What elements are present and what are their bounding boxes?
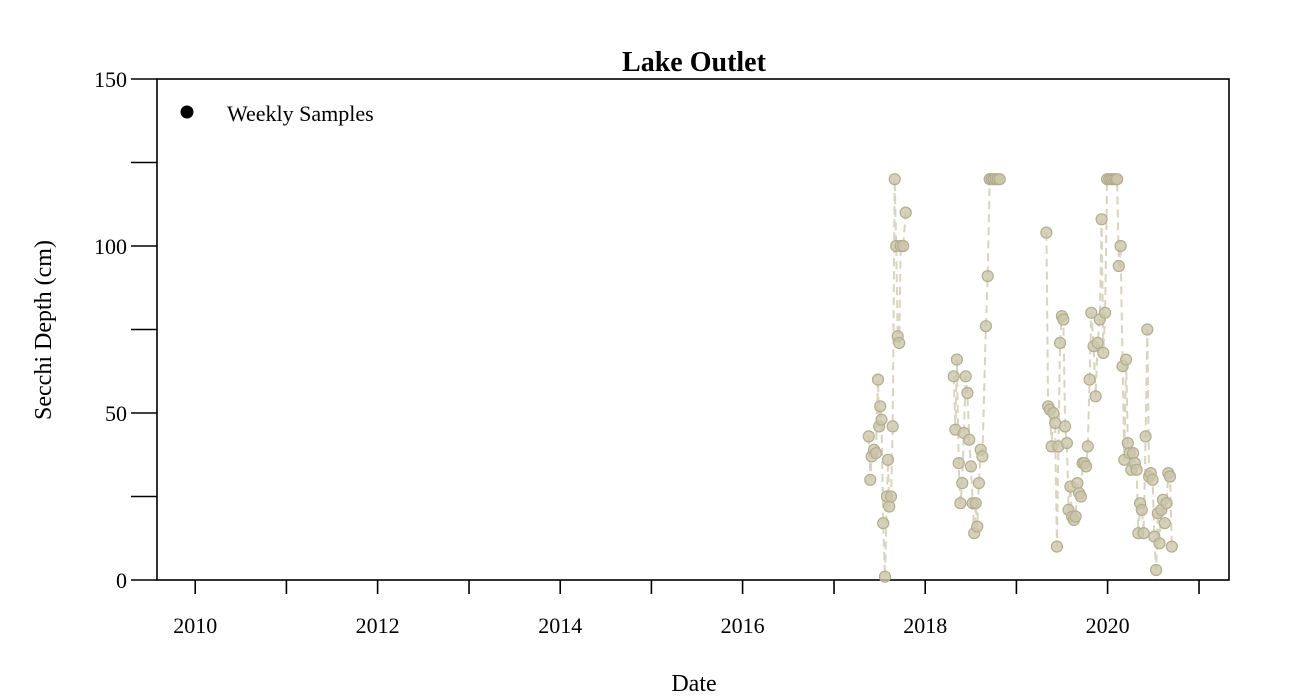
data-point (1126, 447, 1140, 460)
data-point (899, 206, 912, 219)
data-point (1110, 173, 1124, 186)
x-tick-label: 2010 (173, 613, 217, 638)
data-point (1098, 306, 1112, 319)
data-point (886, 420, 899, 433)
data-point (1069, 510, 1082, 523)
data-point (947, 370, 960, 383)
x-tick-label: 2018 (903, 613, 947, 638)
data-point (954, 497, 967, 510)
data-point (877, 517, 890, 530)
data-point (979, 320, 993, 333)
data-point (1058, 420, 1072, 433)
y-tick-label: 150 (94, 67, 127, 92)
data-point (1074, 490, 1088, 503)
data-point (1160, 497, 1173, 510)
data-point (971, 520, 984, 533)
data-point (1091, 336, 1104, 349)
data-point (956, 477, 969, 490)
y-tick-label: 100 (94, 234, 127, 259)
data-point (1158, 517, 1171, 530)
data-point (1146, 473, 1159, 486)
data-point (864, 473, 877, 486)
data-point (1135, 503, 1148, 516)
data-point (1079, 460, 1093, 473)
data-point (893, 336, 906, 349)
x-tick-label: 2012 (356, 613, 400, 638)
data-point (1121, 437, 1134, 450)
data-point (1085, 306, 1098, 319)
y-tick-label: 0 (116, 568, 127, 593)
data-point (1089, 390, 1102, 403)
x-tick-label: 2014 (538, 613, 582, 638)
data-point (976, 450, 989, 463)
data-point (1112, 259, 1125, 273)
data-point (1097, 346, 1110, 359)
data-point (952, 457, 965, 470)
data-point (1083, 373, 1096, 386)
x-axis: 2010 2012 2014 2016 2018 2020 (173, 580, 1200, 638)
data-point (1165, 540, 1178, 553)
data-point (993, 173, 1006, 186)
data-point (1048, 416, 1062, 430)
data-point (1095, 213, 1108, 226)
data-point (871, 373, 885, 386)
x-tick-label: 2016 (721, 613, 765, 638)
data-point (1081, 440, 1094, 453)
data-point (884, 490, 898, 503)
data-point (972, 477, 986, 490)
data-point (1163, 470, 1177, 483)
x-tick-label: 2020 (1086, 613, 1130, 638)
data-point (1139, 430, 1152, 443)
data-point (1047, 406, 1060, 420)
data-point (950, 353, 964, 366)
data-point (881, 453, 895, 466)
data-point (1060, 437, 1074, 450)
data-point (897, 239, 910, 253)
data-point (1149, 563, 1163, 577)
data-point (1130, 463, 1143, 476)
data-point (1141, 323, 1154, 336)
data-point (1153, 537, 1166, 550)
y-axis-label: Secchi Depth (cm) (31, 240, 57, 420)
legend-marker (180, 105, 194, 119)
data-point (1114, 239, 1127, 253)
series-layer (862, 173, 1178, 583)
y-tick-label: 50 (105, 401, 127, 426)
data-point (963, 433, 976, 446)
data-point (961, 386, 974, 400)
data-point (1057, 313, 1070, 326)
data-point (959, 370, 972, 383)
data-point (1053, 336, 1067, 349)
data-point (874, 400, 887, 413)
x-axis-label: Date (671, 671, 716, 697)
data-point (1071, 477, 1084, 490)
data-point (862, 430, 875, 443)
data-point (869, 447, 883, 460)
data-point (1040, 226, 1053, 239)
chart-title: Lake Outlet (622, 47, 767, 78)
legend-label: Weekly Samples (227, 101, 374, 126)
data-point (875, 413, 888, 426)
data-point (878, 570, 892, 583)
data-point (888, 173, 901, 186)
data-point (1050, 540, 1064, 553)
data-point (969, 497, 982, 510)
data-point (981, 270, 994, 283)
data-point (1119, 353, 1133, 366)
data-point (1137, 527, 1150, 540)
data-point (883, 500, 896, 513)
y-axis: 0 50 100 150 (94, 67, 157, 593)
legend: Weekly Samples (180, 101, 374, 126)
data-point (964, 460, 978, 473)
